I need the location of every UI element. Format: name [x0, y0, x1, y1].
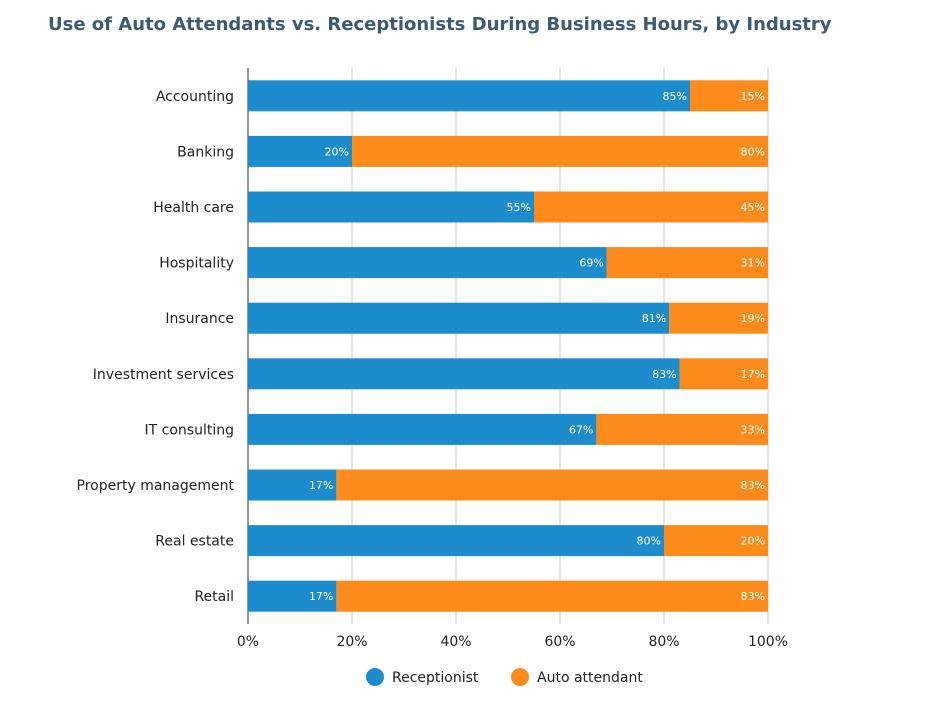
bar-auto-attendant[interactable] — [596, 413, 768, 445]
bar-auto-attendant[interactable] — [664, 525, 768, 557]
x-tick-label: 20% — [336, 634, 367, 650]
data-label: 80% — [741, 145, 765, 158]
bar-auto-attendant[interactable] — [669, 302, 768, 334]
value-axis: 0% 20% 40% 60% 80% 100% — [237, 634, 788, 650]
category-label: Retail — [194, 589, 234, 605]
bar-auto-attendant[interactable] — [690, 80, 768, 112]
data-label: 20% — [325, 145, 349, 158]
data-label: 20% — [741, 535, 765, 548]
data-label: 15% — [741, 90, 765, 103]
bar-receptionist[interactable] — [248, 80, 690, 112]
bar-auto-attendant[interactable] — [352, 135, 768, 167]
data-label: 83% — [652, 368, 676, 381]
category-label: Banking — [177, 144, 234, 160]
data-label: 19% — [741, 312, 765, 325]
category-label: Hospitality — [159, 256, 234, 272]
data-label: 83% — [741, 479, 765, 492]
data-label: 67% — [569, 423, 593, 436]
category-label: Investment services — [93, 367, 234, 383]
category-axis: Accounting Banking Health care Hospitality I… — [77, 89, 235, 605]
data-label: 85% — [663, 90, 687, 103]
legend-label[interactable]: Auto attendant — [537, 670, 643, 686]
x-tick-label: 100% — [748, 634, 788, 650]
bar-auto-attendant[interactable] — [336, 469, 768, 501]
x-tick-label: 40% — [440, 634, 471, 650]
bar-receptionist[interactable] — [248, 135, 352, 167]
data-label: 83% — [741, 590, 765, 603]
category-label: Property management — [77, 478, 235, 494]
category-label: Accounting — [156, 89, 234, 105]
bar-auto-attendant[interactable] — [606, 247, 768, 279]
data-label: 81% — [642, 312, 666, 325]
bar-receptionist[interactable] — [248, 469, 337, 501]
bar-auto-attendant[interactable] — [534, 191, 768, 223]
bar-receptionist[interactable] — [248, 413, 597, 445]
bar-receptionist[interactable] — [248, 580, 337, 612]
data-label: 31% — [741, 257, 765, 270]
chart-title: Use of Auto Attendants vs. Receptionists… — [48, 14, 832, 35]
x-tick-label: 0% — [237, 634, 259, 650]
category-label: IT consulting — [145, 422, 234, 438]
x-tick-label: 80% — [648, 634, 679, 650]
category-label: Health care — [153, 200, 234, 216]
data-label: 33% — [741, 423, 765, 436]
data-label: 55% — [507, 201, 531, 214]
data-label: 17% — [309, 590, 333, 603]
data-label: 17% — [741, 368, 765, 381]
bar-receptionist[interactable] — [248, 525, 664, 557]
data-label: 45% — [741, 201, 765, 214]
bar-receptionist[interactable] — [248, 191, 534, 223]
category-label: Real estate — [155, 534, 234, 550]
x-tick-label: 60% — [544, 634, 575, 650]
bar-auto-attendant[interactable] — [679, 358, 768, 390]
legend[interactable]: Receptionist Auto attendant — [366, 668, 643, 686]
data-label: 17% — [309, 479, 333, 492]
category-label: Insurance — [165, 311, 234, 327]
legend-marker[interactable] — [511, 668, 529, 686]
bar-auto-attendant[interactable] — [336, 580, 768, 612]
data-label: 69% — [579, 257, 603, 270]
bar-receptionist[interactable] — [248, 302, 670, 334]
bars: 85% 15% 20% 80% 55% 45% 69% 31% 81% 19% 83% 17% 67% 3… — [248, 80, 768, 612]
bar-receptionist[interactable] — [248, 247, 607, 279]
bar-receptionist[interactable] — [248, 358, 680, 390]
legend-label[interactable]: Receptionist — [392, 670, 479, 686]
data-label: 80% — [637, 535, 661, 548]
legend-marker[interactable] — [366, 668, 384, 686]
